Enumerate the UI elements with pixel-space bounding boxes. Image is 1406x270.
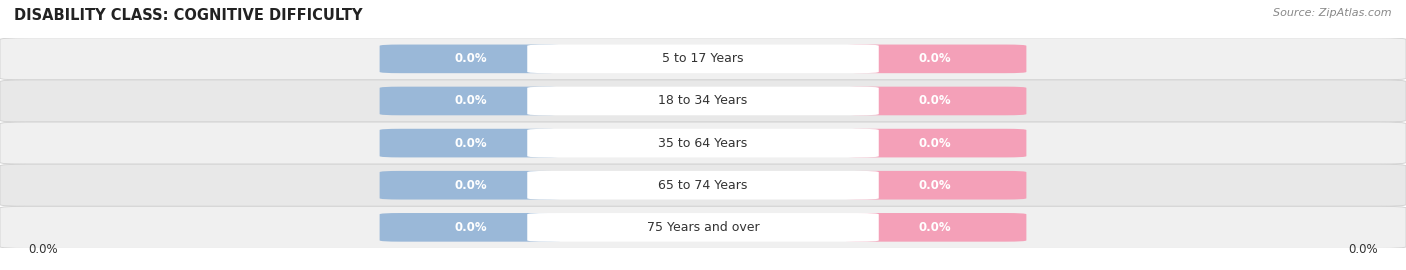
FancyBboxPatch shape	[380, 213, 562, 242]
FancyBboxPatch shape	[844, 45, 1026, 73]
Text: 0.0%: 0.0%	[918, 52, 952, 65]
FancyBboxPatch shape	[0, 206, 1406, 248]
FancyBboxPatch shape	[0, 164, 1406, 206]
Text: 18 to 34 Years: 18 to 34 Years	[658, 94, 748, 107]
FancyBboxPatch shape	[844, 213, 1026, 242]
Text: Source: ZipAtlas.com: Source: ZipAtlas.com	[1274, 8, 1392, 18]
Text: 0.0%: 0.0%	[454, 179, 488, 192]
FancyBboxPatch shape	[0, 38, 1406, 80]
Text: 75 Years and over: 75 Years and over	[647, 221, 759, 234]
Text: 0.0%: 0.0%	[454, 94, 488, 107]
Text: 0.0%: 0.0%	[1348, 243, 1378, 256]
FancyBboxPatch shape	[844, 87, 1026, 115]
FancyBboxPatch shape	[380, 87, 562, 115]
FancyBboxPatch shape	[380, 129, 562, 157]
Text: 35 to 64 Years: 35 to 64 Years	[658, 137, 748, 150]
Text: 0.0%: 0.0%	[454, 221, 488, 234]
Text: 5 to 17 Years: 5 to 17 Years	[662, 52, 744, 65]
FancyBboxPatch shape	[527, 45, 879, 73]
FancyBboxPatch shape	[844, 171, 1026, 200]
FancyBboxPatch shape	[0, 122, 1406, 164]
Text: 0.0%: 0.0%	[28, 243, 58, 256]
FancyBboxPatch shape	[527, 171, 879, 200]
Text: 0.0%: 0.0%	[454, 137, 488, 150]
FancyBboxPatch shape	[380, 45, 562, 73]
FancyBboxPatch shape	[844, 129, 1026, 157]
FancyBboxPatch shape	[527, 129, 879, 157]
FancyBboxPatch shape	[380, 171, 562, 200]
FancyBboxPatch shape	[0, 80, 1406, 122]
Text: 0.0%: 0.0%	[918, 179, 952, 192]
Text: 0.0%: 0.0%	[918, 221, 952, 234]
Text: DISABILITY CLASS: COGNITIVE DIFFICULTY: DISABILITY CLASS: COGNITIVE DIFFICULTY	[14, 8, 363, 23]
FancyBboxPatch shape	[527, 87, 879, 115]
Text: 65 to 74 Years: 65 to 74 Years	[658, 179, 748, 192]
Text: 0.0%: 0.0%	[918, 94, 952, 107]
FancyBboxPatch shape	[527, 213, 879, 242]
Text: 0.0%: 0.0%	[918, 137, 952, 150]
Text: 0.0%: 0.0%	[454, 52, 488, 65]
